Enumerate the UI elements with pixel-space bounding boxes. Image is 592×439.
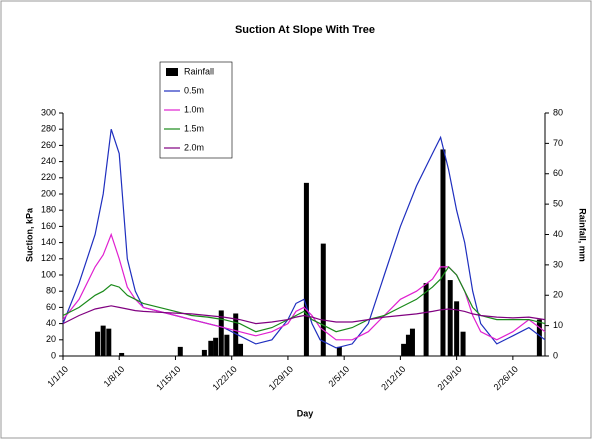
- legend-swatch: [166, 68, 178, 76]
- legend-label: 1.5m: [184, 123, 204, 133]
- rain-bar: [409, 328, 415, 356]
- y-tick-label: 220: [41, 172, 56, 182]
- y2-tick-label: 40: [553, 229, 563, 239]
- y-tick-label: 280: [41, 124, 56, 134]
- rain-bar: [119, 352, 125, 356]
- y2-tick-label: 10: [553, 320, 563, 330]
- y2-axis-label: Rainfall, mm: [578, 208, 588, 262]
- y-tick-label: 260: [41, 140, 56, 150]
- y-tick-label: 20: [46, 334, 56, 344]
- y-tick-label: 40: [46, 318, 56, 328]
- rain-bar: [218, 310, 224, 356]
- y2-tick-label: 70: [553, 138, 563, 148]
- series-line: [62, 305, 546, 325]
- series-line: [62, 129, 546, 349]
- y2-tick-label: 50: [553, 199, 563, 209]
- y2-tick-label: 30: [553, 259, 563, 269]
- rain-bar: [405, 334, 411, 356]
- legend-label: 1.0m: [184, 104, 204, 114]
- y-axis-label: Suction, kPa: [24, 207, 34, 262]
- y2-tick-label: 20: [553, 290, 563, 300]
- y-tick-label: 140: [41, 237, 56, 247]
- rain-bar: [447, 280, 453, 356]
- rain-bar: [201, 349, 207, 356]
- rain-bar: [224, 334, 230, 356]
- y2-tick-label: 60: [553, 168, 563, 178]
- rain-bar: [336, 346, 342, 356]
- rain-bar: [213, 337, 219, 356]
- y2-tick-label: 0: [553, 350, 558, 360]
- y2-tick-label: 80: [553, 107, 563, 117]
- y-tick-label: 300: [41, 107, 56, 117]
- x-axis-label: Day: [297, 408, 314, 418]
- y-tick-label: 120: [41, 253, 56, 263]
- rain-bar: [177, 346, 183, 356]
- rain-bar: [208, 340, 214, 356]
- legend-label: 2.0m: [184, 142, 204, 152]
- y-tick-label: 200: [41, 188, 56, 198]
- rain-bar: [95, 331, 101, 356]
- y-tick-label: 60: [46, 302, 56, 312]
- rain-bar: [238, 343, 244, 356]
- rain-bar: [320, 243, 326, 356]
- rain-bar: [100, 325, 106, 356]
- rain-bar: [106, 328, 112, 356]
- y-tick-label: 100: [41, 269, 56, 279]
- rain-bar: [440, 149, 446, 356]
- y-tick-label: 80: [46, 286, 56, 296]
- y-tick-label: 160: [41, 221, 56, 231]
- y-tick-label: 180: [41, 205, 56, 215]
- rain-bar: [536, 319, 542, 356]
- rain-bar: [454, 301, 460, 356]
- legend-label: Rainfall: [184, 66, 214, 76]
- rain-bar: [423, 283, 429, 356]
- series-line: [62, 265, 546, 333]
- rain-bar: [233, 313, 239, 356]
- rain-bar: [303, 182, 309, 356]
- rain-bar: [401, 343, 407, 356]
- chart-title: Suction At Slope With Tree: [235, 24, 375, 36]
- y-tick-label: 0: [51, 350, 56, 360]
- rain-bar: [460, 331, 466, 356]
- y-tick-label: 240: [41, 156, 56, 166]
- legend-label: 0.5m: [184, 85, 204, 95]
